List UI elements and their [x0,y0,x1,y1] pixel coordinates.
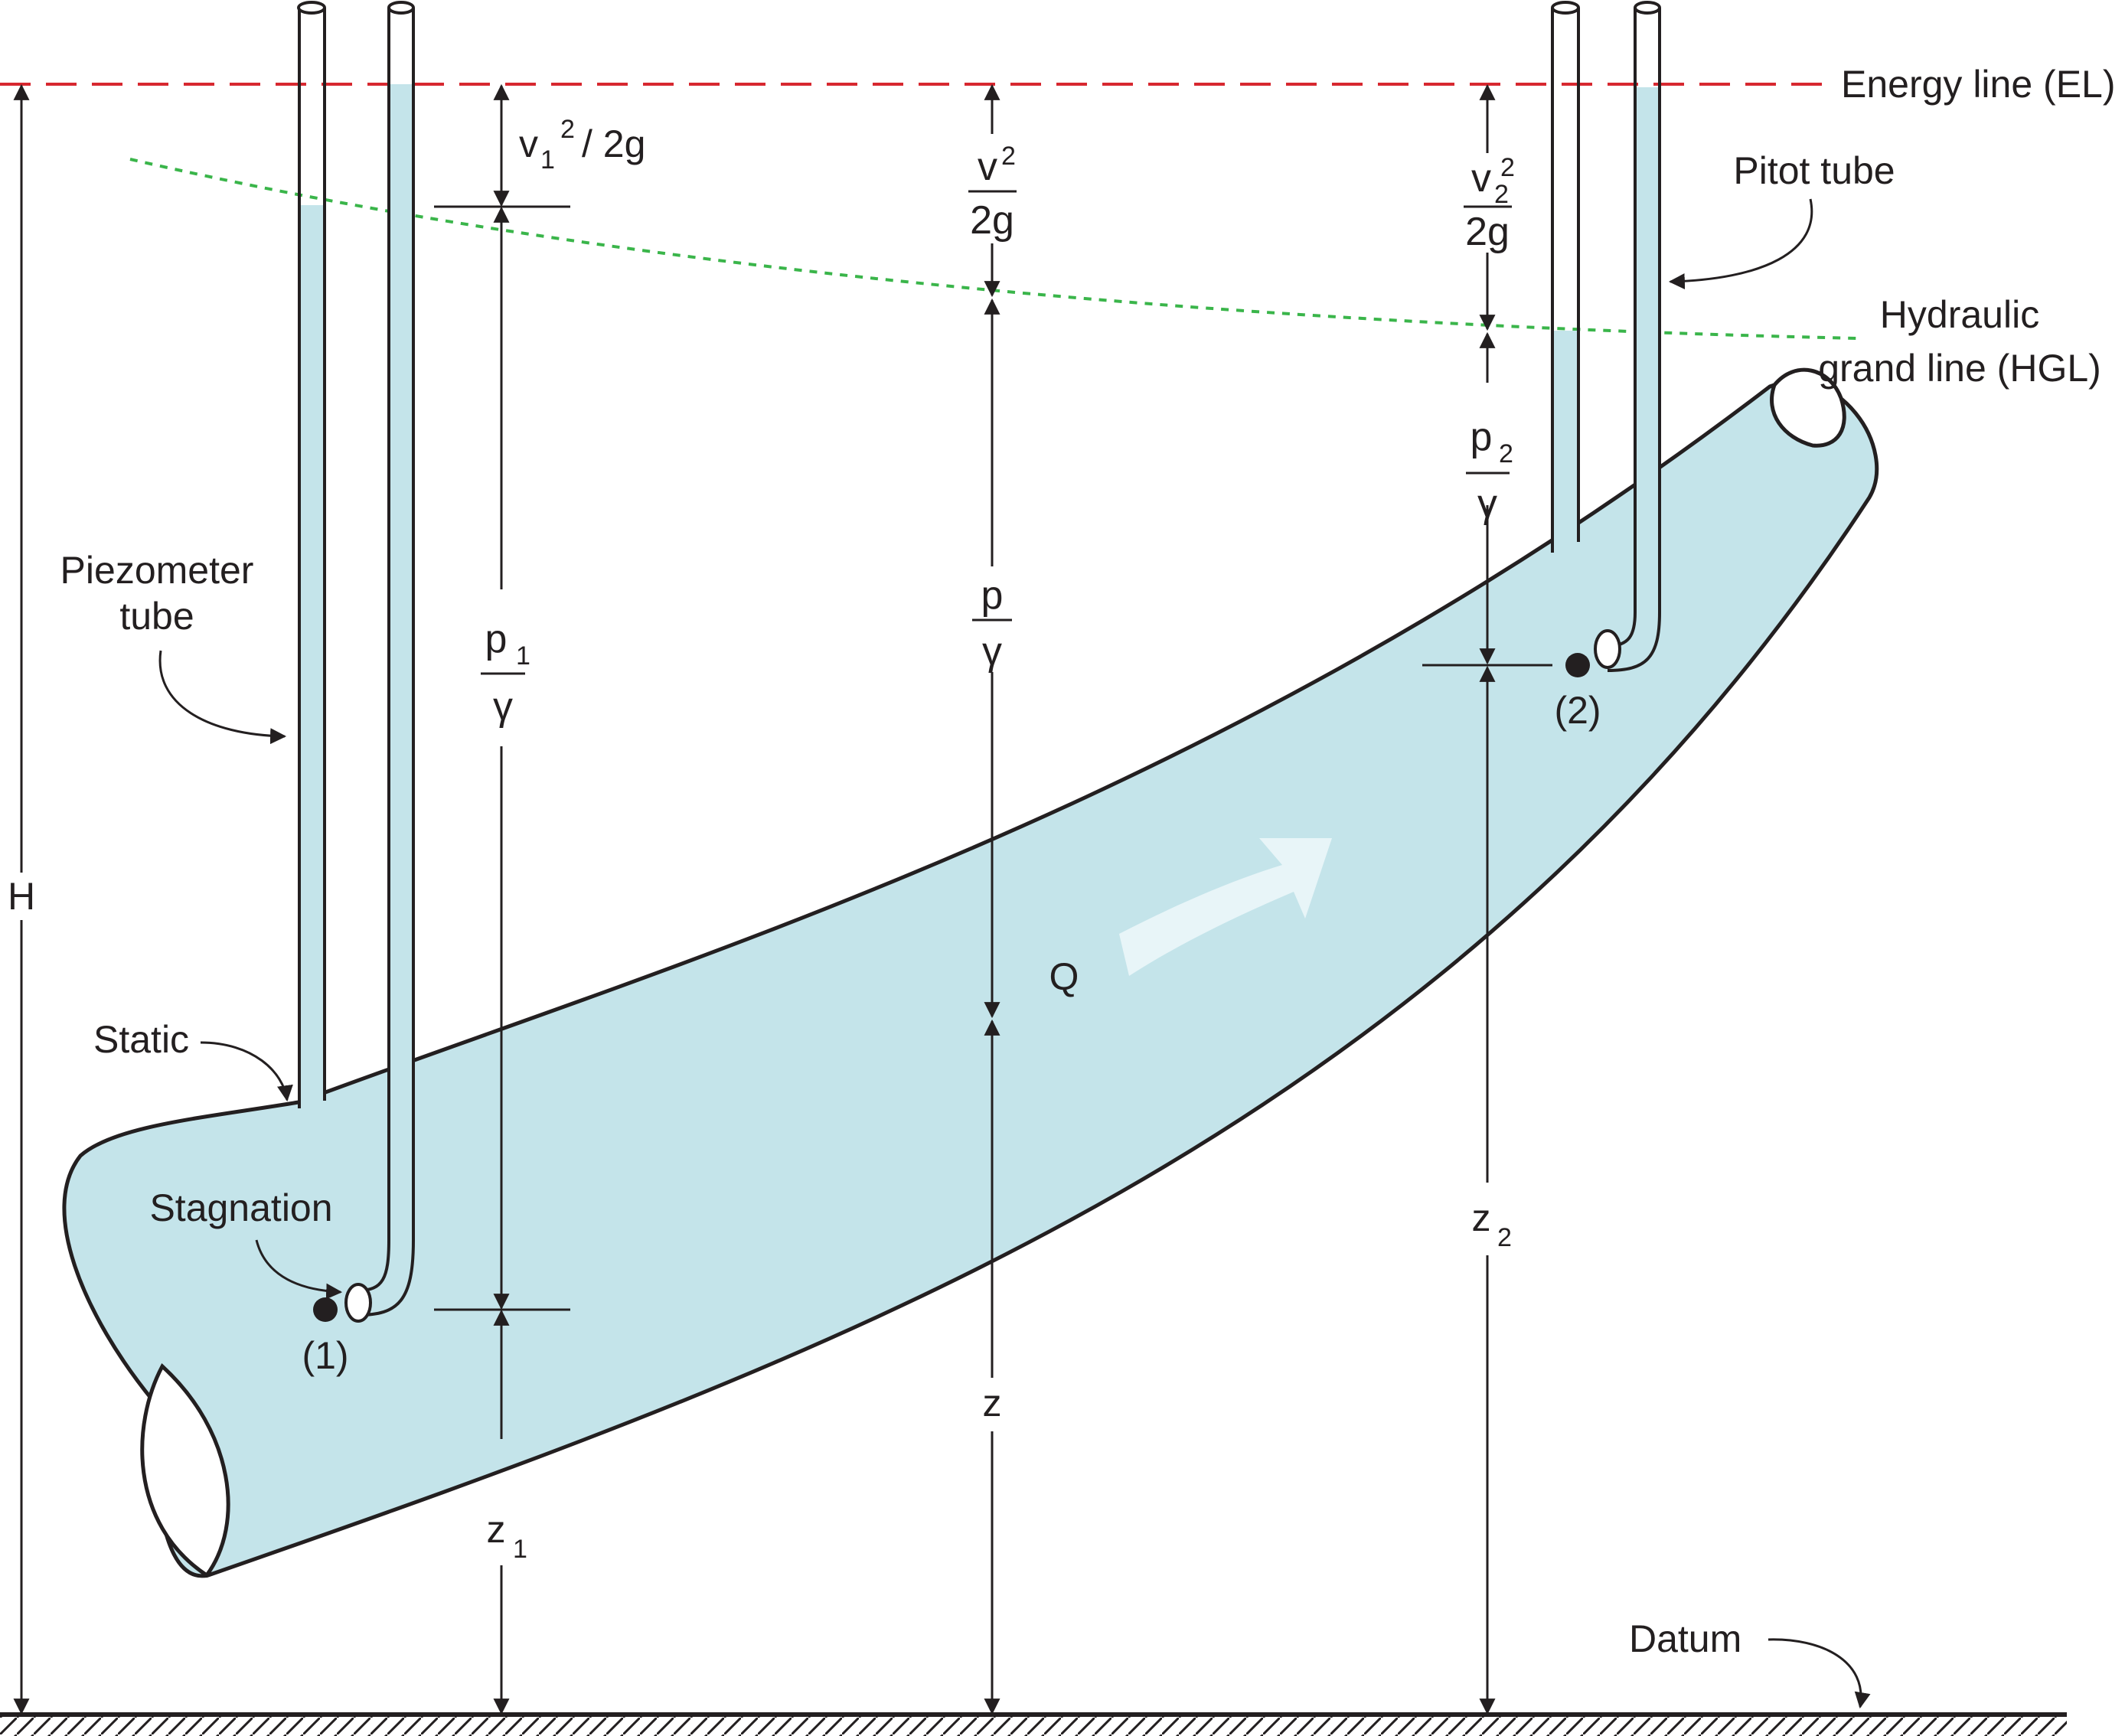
svg-text:v: v [519,122,538,165]
svg-text:1: 1 [540,145,555,175]
middle-section-dimensions: v 2 2g p γ z [968,83,1017,1715]
energy-line-label: Energy line (EL) [1841,63,2116,106]
piezometer-tube-1 [297,1,326,1111]
svg-text:2: 2 [560,115,575,144]
hgl-label-line2: grand line (HGL) [1818,347,2101,390]
svg-text:1: 1 [513,1535,527,1564]
point-2-marker [1565,653,1590,677]
v1-head-label: v 1 2 / 2g [519,115,645,175]
v-head-label: v 2 2g [968,142,1017,243]
svg-text:p: p [981,573,1004,618]
svg-text:2: 2 [1499,439,1513,468]
flow-label: Q [1049,955,1079,998]
pitot-tube-leader [1668,198,1813,290]
svg-text:γ: γ [1477,481,1497,526]
p2-head-label: p 2 γ [1466,415,1513,526]
p1-head-label: p 1 γ [481,617,530,729]
pipe-body [62,380,1879,1578]
datum-ground: Datum [0,1617,2067,1736]
svg-text:z: z [487,1508,506,1551]
z-label: z [983,1382,1002,1424]
svg-text:2: 2 [1001,142,1016,171]
section-1-dimensions: v 1 2 / 2g p 1 γ z 1 [434,83,645,1715]
stagnation-leader [255,1239,343,1300]
svg-text:2g: 2g [1465,210,1510,254]
piezometer-label-line2: tube [119,595,194,638]
pipe [62,367,1879,1578]
point-1-label: (1) [302,1334,348,1377]
svg-text:z: z [1472,1196,1491,1239]
z2-label: z 2 [1472,1196,1512,1252]
z1-label: z 1 [487,1508,527,1564]
svg-text:v: v [1471,156,1491,201]
svg-text:2: 2 [1497,1223,1512,1252]
svg-text:2g: 2g [970,198,1014,243]
piezometer-tube-2 [1551,1,1580,553]
point-1-marker [313,1297,338,1322]
datum-label: Datum [1629,1617,1741,1660]
static-label: Static [93,1018,189,1061]
svg-text:p: p [1471,415,1493,459]
flow-arrow: Q [1049,838,1332,998]
v2-head-label: v 2 2 2g [1464,153,1515,254]
pipe-right-opening [1770,367,1846,448]
datum-leader [1768,1638,1871,1709]
svg-text:1: 1 [516,641,530,671]
p-head-label: p γ [972,573,1012,674]
section-2-dimensions: v 2 2 2g p 2 γ z 2 [1422,83,1552,1715]
hgl-line [129,158,1857,340]
svg-text:2: 2 [1500,153,1515,182]
static-leader [200,1041,293,1102]
pitot-tube-2 [1594,1,1661,672]
svg-text:γ: γ [493,684,513,729]
pipe-left-opening [140,1362,230,1578]
piezometer-label-line1: Piezometer [60,549,254,592]
pitot-tube-label: Pitot tube [1733,149,1895,192]
point-2-label: (2) [1554,689,1601,732]
svg-text:p: p [485,617,508,661]
svg-text:/ 2g: / 2g [582,122,645,165]
pitot-tube-1 [344,1,415,1323]
piezometer-leader [158,650,287,745]
svg-text:2: 2 [1494,180,1509,209]
stagnation-label: Stagnation [149,1186,332,1229]
hgl-label-line1: Hydraulic [1880,293,2039,336]
H-label: H [8,875,35,918]
svg-text:v: v [978,145,997,189]
svg-text:γ: γ [982,629,1002,674]
